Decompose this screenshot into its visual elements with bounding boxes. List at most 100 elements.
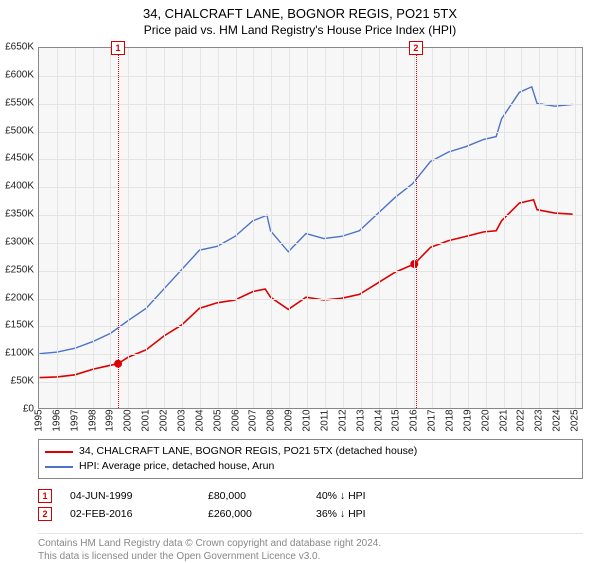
y-tick-label: £350K bbox=[0, 209, 34, 220]
x-gridline bbox=[75, 48, 76, 408]
x-gridline bbox=[307, 48, 308, 408]
x-gridline bbox=[504, 48, 505, 408]
legend-markers: 104-JUN-1999£80,00040% ↓ HPI202-FEB-2016… bbox=[38, 487, 583, 523]
x-tick-label: 2014 bbox=[373, 409, 384, 431]
x-tick-label: 1997 bbox=[69, 409, 80, 431]
y-tick-label: £200K bbox=[0, 292, 34, 303]
x-gridline bbox=[521, 48, 522, 408]
y-tick-label: £50K bbox=[0, 376, 34, 387]
x-gridline bbox=[93, 48, 94, 408]
y-gridline bbox=[39, 187, 582, 188]
x-tick-label: 2008 bbox=[266, 409, 277, 431]
x-gridline bbox=[182, 48, 183, 408]
legend-swatch bbox=[45, 466, 73, 468]
y-gridline bbox=[39, 299, 582, 300]
x-gridline bbox=[253, 48, 254, 408]
legend-swatch bbox=[45, 451, 73, 453]
y-tick-label: £0 bbox=[0, 404, 34, 415]
marker-legend-price: £80,000 bbox=[208, 487, 298, 505]
x-tick-label: 2006 bbox=[230, 409, 241, 431]
marker-line-2 bbox=[416, 48, 417, 408]
y-gridline bbox=[39, 104, 582, 105]
x-tick-label: 2001 bbox=[141, 409, 152, 431]
x-tick-label: 2016 bbox=[409, 409, 420, 431]
title-sub: Price paid vs. HM Land Registry's House … bbox=[0, 23, 600, 37]
x-gridline bbox=[539, 48, 540, 408]
x-tick-label: 2010 bbox=[302, 409, 313, 431]
x-gridline bbox=[379, 48, 380, 408]
chart-area: 1995199619971998199920002001200220032004… bbox=[38, 47, 583, 409]
x-tick-label: 2015 bbox=[391, 409, 402, 431]
y-gridline bbox=[39, 354, 582, 355]
x-gridline bbox=[396, 48, 397, 408]
legend-series: 34, CHALCRAFT LANE, BOGNOR REGIS, PO21 5… bbox=[38, 439, 583, 479]
marker-legend-row-1: 104-JUN-1999£80,00040% ↓ HPI bbox=[38, 487, 583, 505]
title-main: 34, CHALCRAFT LANE, BOGNOR REGIS, PO21 5… bbox=[0, 6, 600, 21]
x-gridline bbox=[432, 48, 433, 408]
x-tick-label: 2024 bbox=[552, 409, 563, 431]
legend-label: HPI: Average price, detached house, Arun bbox=[79, 459, 274, 474]
marker-legend-price: £260,000 bbox=[208, 505, 298, 523]
x-tick-label: 2004 bbox=[194, 409, 205, 431]
x-tick-label: 2002 bbox=[159, 409, 170, 431]
x-tick-label: 2025 bbox=[570, 409, 581, 431]
legend-row-hpi: HPI: Average price, detached house, Arun bbox=[45, 459, 576, 474]
marker-legend-delta: 36% ↓ HPI bbox=[316, 505, 406, 523]
y-tick-label: £500K bbox=[0, 125, 34, 136]
y-gridline bbox=[39, 215, 582, 216]
x-gridline bbox=[164, 48, 165, 408]
x-gridline bbox=[361, 48, 362, 408]
marker-box-1: 1 bbox=[111, 41, 125, 55]
marker-legend-date: 02-FEB-2016 bbox=[70, 505, 190, 523]
x-gridline bbox=[110, 48, 111, 408]
x-tick-label: 2009 bbox=[284, 409, 295, 431]
legend-block: 34, CHALCRAFT LANE, BOGNOR REGIS, PO21 5… bbox=[38, 439, 583, 523]
y-gridline bbox=[39, 326, 582, 327]
y-tick-label: £600K bbox=[0, 69, 34, 80]
marker-legend-num: 2 bbox=[38, 507, 52, 521]
footer-line1: Contains HM Land Registry data © Crown c… bbox=[38, 537, 583, 550]
x-gridline bbox=[289, 48, 290, 408]
chart-title-block: 34, CHALCRAFT LANE, BOGNOR REGIS, PO21 5… bbox=[0, 0, 600, 41]
marker-legend-row-2: 2 02-FEB-2016 £260,000 36% ↓ HPI bbox=[38, 505, 583, 523]
legend-label: 34, CHALCRAFT LANE, BOGNOR REGIS, PO21 5… bbox=[79, 444, 417, 459]
y-gridline bbox=[39, 132, 582, 133]
x-gridline bbox=[575, 48, 576, 408]
legend-row-price_paid: 34, CHALCRAFT LANE, BOGNOR REGIS, PO21 5… bbox=[45, 444, 576, 459]
x-gridline bbox=[200, 48, 201, 408]
x-tick-label: 1999 bbox=[105, 409, 116, 431]
x-gridline bbox=[218, 48, 219, 408]
x-gridline bbox=[486, 48, 487, 408]
y-tick-label: £400K bbox=[0, 181, 34, 192]
x-gridline bbox=[271, 48, 272, 408]
x-tick-label: 2003 bbox=[176, 409, 187, 431]
y-tick-label: £650K bbox=[0, 42, 34, 53]
x-tick-label: 2007 bbox=[248, 409, 259, 431]
x-tick-label: 1996 bbox=[51, 409, 62, 431]
x-tick-label: 2018 bbox=[444, 409, 455, 431]
x-tick-label: 2023 bbox=[534, 409, 545, 431]
x-tick-label: 2013 bbox=[355, 409, 366, 431]
x-gridline bbox=[450, 48, 451, 408]
x-tick-label: 2000 bbox=[123, 409, 134, 431]
y-gridline bbox=[39, 382, 582, 383]
x-gridline bbox=[236, 48, 237, 408]
y-gridline bbox=[39, 76, 582, 77]
x-tick-label: 2022 bbox=[516, 409, 527, 431]
x-gridline bbox=[557, 48, 558, 408]
y-tick-label: £450K bbox=[0, 153, 34, 164]
x-tick-label: 1998 bbox=[87, 409, 98, 431]
footer-note: Contains HM Land Registry data © Crown c… bbox=[38, 533, 583, 563]
x-tick-label: 2019 bbox=[462, 409, 473, 431]
x-tick-label: 1995 bbox=[34, 409, 45, 431]
x-gridline bbox=[343, 48, 344, 408]
y-tick-label: £550K bbox=[0, 97, 34, 108]
x-gridline bbox=[128, 48, 129, 408]
x-tick-label: 2021 bbox=[498, 409, 509, 431]
marker-legend-date: 04-JUN-1999 bbox=[70, 487, 190, 505]
x-tick-label: 2020 bbox=[480, 409, 491, 431]
y-gridline bbox=[39, 159, 582, 160]
marker-legend-num: 1 bbox=[38, 489, 52, 503]
y-tick-label: £150K bbox=[0, 320, 34, 331]
x-gridline bbox=[146, 48, 147, 408]
